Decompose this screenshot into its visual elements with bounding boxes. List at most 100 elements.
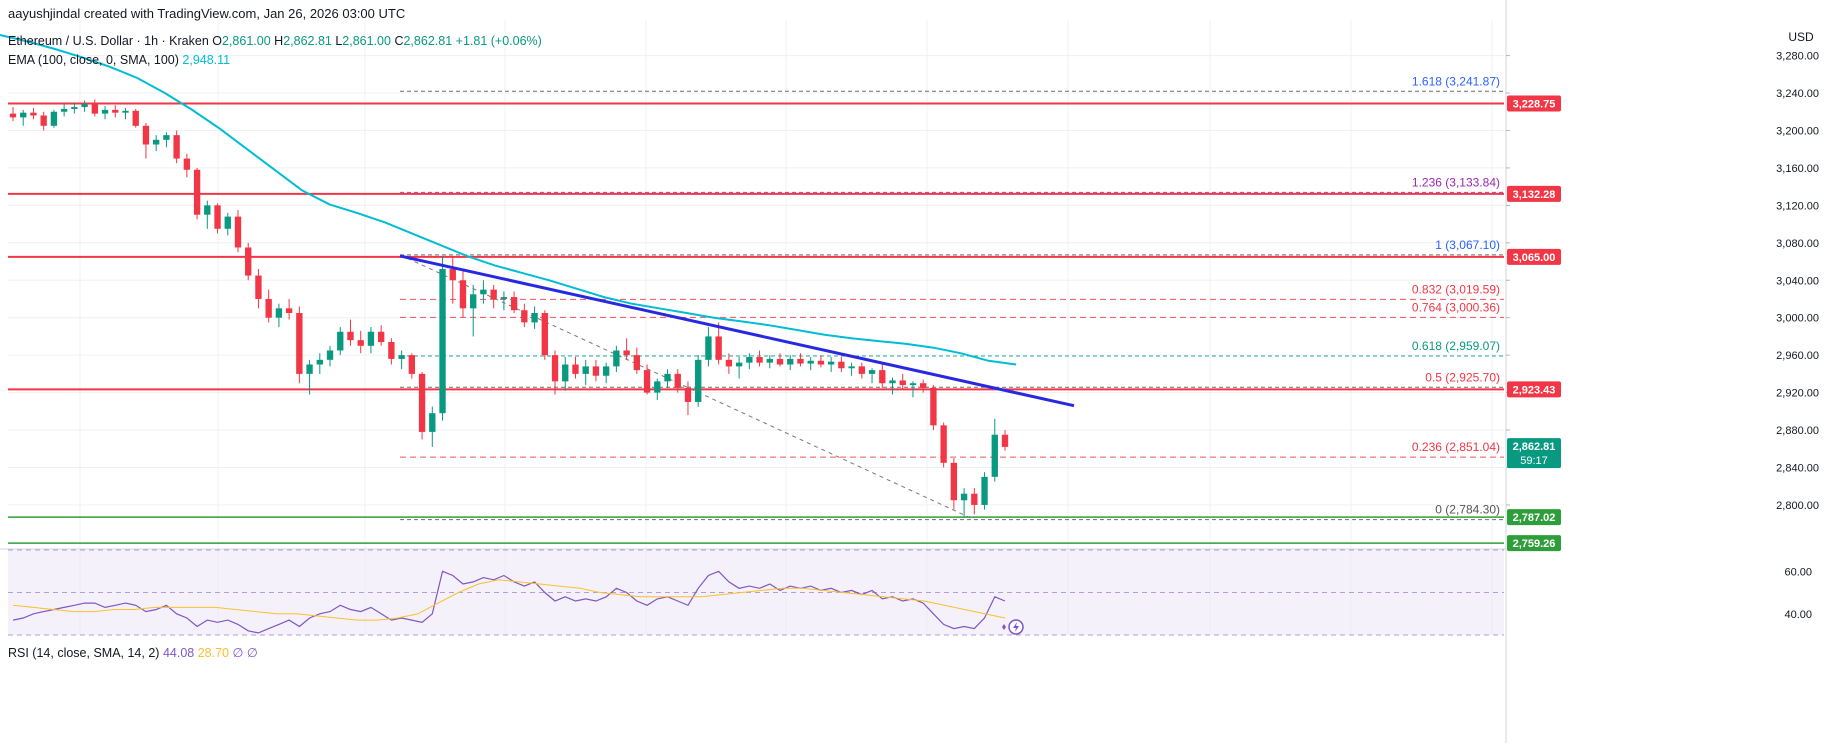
candle [122,108,129,120]
fib-level-label: 0.618 (2,959.07) [1412,339,1500,353]
candle [347,319,354,346]
candle-body [643,370,651,393]
candle [112,105,119,118]
candle [909,381,917,398]
candle [695,355,702,407]
candle-body [429,413,436,432]
price-tags: 3,228.75 3,132.28 3,065.00 2,923.43 2,787.02… [1507,95,1561,552]
candle [531,306,538,329]
high-value: 2,862.81 [283,34,332,48]
candle [101,106,109,120]
candle [81,100,88,112]
candle-body [193,169,201,215]
candle [408,353,416,379]
candle-body [756,357,763,363]
candle [633,347,641,374]
resistance-price-tag-bg [1507,381,1561,398]
candle-body [654,381,661,393]
candle-body [602,366,610,376]
resistance-price-tag-bg [1507,185,1561,202]
resistance-price-tag: 2,923.43 [1513,384,1556,396]
axis-tick-label: 3,160.00 [1776,163,1819,175]
candle [920,379,927,393]
candle-body [817,360,825,365]
change-value: +1.81 (+0.06%) [455,34,542,48]
sparkle-icon [1002,624,1006,630]
candle [30,108,37,120]
candle [551,350,559,395]
ema-value: 2,948.11 [182,53,231,67]
levels [8,102,1504,544]
rsi-ma-line [12,579,1006,621]
candle [787,355,794,371]
candle-body [940,425,947,463]
candle [960,488,968,519]
candle [459,270,467,318]
candle [367,327,375,354]
candle-body [50,111,58,126]
ema-label: EMA (100, close, 0, SMA, 100) [8,53,179,67]
candle [9,107,17,122]
candle-body [766,358,773,363]
fib-level-label: 0.236 (2,851.04) [1412,440,1500,454]
candle [153,135,160,152]
candle [776,353,784,367]
fib-level-label: 0 (2,784.30) [1435,503,1500,517]
candle [654,378,661,401]
candle-body [562,364,569,382]
candle-body [950,462,958,501]
candle-body [510,297,518,311]
resistance-price-tag: 3,132.28 [1513,189,1556,201]
candle-body [347,331,354,341]
candle-body [623,350,630,356]
candle [50,109,58,128]
candle [889,377,896,395]
rsi-legend[interactable]: RSI (14, close, SMA, 14, 2) 44.08 28.70 … [8,645,258,660]
fib-connector [399,254,975,521]
candle-body [40,115,47,126]
candle-body [449,269,456,281]
candle [940,422,947,468]
axis-tick-label: 3,080.00 [1776,238,1819,250]
candle-body [296,313,303,374]
candle [602,362,610,384]
candle [71,102,78,114]
candle-body [592,366,600,376]
low-value: 2,861.00 [342,34,391,48]
candle-body [163,135,170,140]
candle-body [705,336,712,360]
open-label: O [212,34,222,48]
candle-body [224,216,231,229]
candle-body [245,247,252,276]
candle-body [20,112,27,118]
candle-body [991,434,998,477]
candle [807,357,814,371]
low-label: L [335,34,343,48]
axis-tick-label: 3,240.00 [1776,88,1819,100]
candle-body [234,216,242,248]
candle-body [337,331,344,351]
candle-body [787,358,794,365]
rsi-axis-tick-label: 40.00 [1784,609,1812,621]
resistance-price-tag-bg [1507,248,1561,265]
symbol-legend[interactable]: Ethereum / U.S. Dollar · 1h · Kraken O2,… [8,34,542,48]
currency-label[interactable]: USD [1788,30,1814,44]
axis-tick-label: 2,920.00 [1776,388,1819,400]
candles [9,99,1009,519]
fib-level-label: 0.5 (2,925.70) [1425,370,1500,384]
close-value: 2,862.81 [403,34,453,48]
lightning-icon [1013,622,1019,632]
candle-body [695,359,702,402]
candle-body [981,476,988,505]
candle [91,99,98,117]
candle-body [326,350,334,360]
candle [285,298,293,320]
candle-body [408,355,416,374]
candle-body [357,340,364,346]
candle [183,153,191,178]
candle [664,369,671,388]
ema-legend[interactable]: EMA (100, close, 0, SMA, 100) 2,948.11 [8,53,230,67]
candle-body [275,308,283,318]
